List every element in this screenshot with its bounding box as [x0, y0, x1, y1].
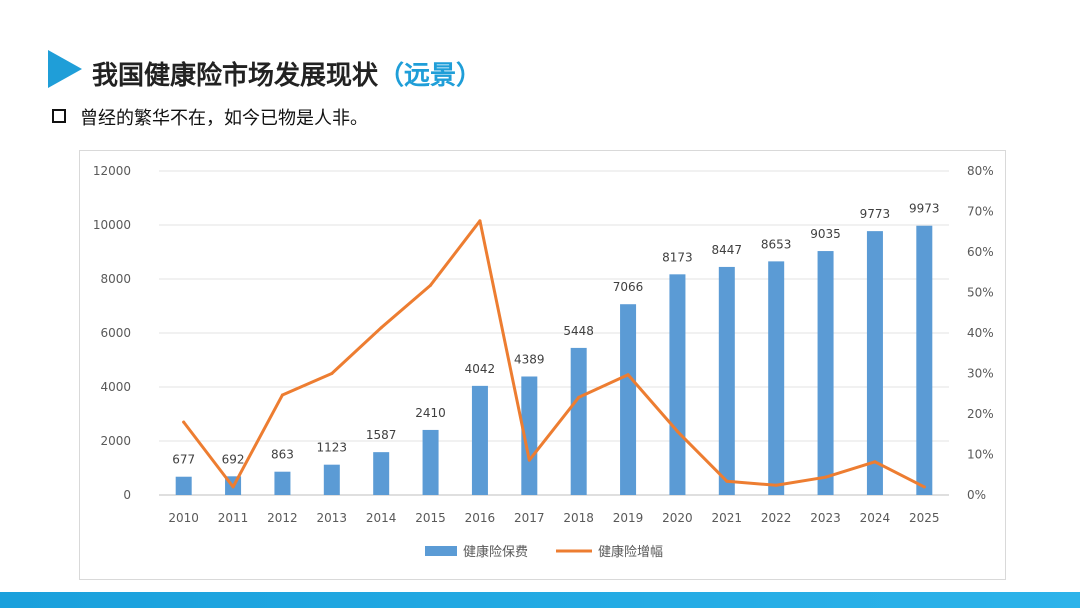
growth-point: [379, 326, 383, 330]
x-tick-label: 2025: [909, 511, 940, 525]
y-tick-label: 12000: [93, 164, 131, 178]
growth-point: [774, 483, 778, 487]
bar: [866, 231, 883, 495]
y2-tick-label: 60%: [967, 245, 994, 259]
y2-tick-label: 70%: [967, 205, 994, 219]
bar-value-label: 9035: [810, 227, 841, 241]
y-tick-label: 10000: [93, 218, 131, 232]
y-tick-label: 6000: [100, 326, 131, 340]
legend-label-bar: 健康险保费: [463, 544, 528, 560]
title-arrow-icon: [48, 50, 82, 88]
x-tick-label: 2017: [514, 511, 545, 525]
x-tick-label: 2014: [366, 511, 397, 525]
x-tick-label: 2015: [415, 511, 446, 525]
legend-swatch-bar: [425, 546, 457, 556]
y-tick-label: 2000: [100, 434, 131, 448]
growth-point: [626, 373, 630, 377]
combo-chart: 0 2000 4000 6000 8000 10000 12000 0% 10% 20% 30% 40…: [93, 164, 994, 560]
bar: [570, 347, 587, 495]
bottom-accent-bar: [0, 592, 1080, 608]
x-tick-label: 2018: [563, 511, 594, 525]
y2-tick-label: 20%: [967, 407, 994, 421]
page-title: 我国健康险市场发展现状（远景）: [92, 55, 482, 92]
bar: [175, 476, 192, 495]
x-tick-label: 2023: [810, 511, 841, 525]
growth-point: [527, 458, 531, 462]
growth-point: [675, 429, 679, 433]
growth-point: [577, 395, 581, 399]
title-main: 我国健康险市场发展现状: [92, 61, 379, 91]
growth-point: [824, 475, 828, 479]
x-tick-label: 2022: [761, 511, 792, 525]
bar-value-label: 7066: [613, 280, 644, 294]
y2-tick-label: 30%: [967, 367, 994, 381]
bar: [422, 429, 439, 495]
x-tick-label: 2012: [267, 511, 298, 525]
bar-value-label: 677: [172, 453, 195, 467]
chart-frame: 0 2000 4000 6000 8000 10000 12000 0% 10% 20% 30% 40…: [79, 150, 1006, 580]
y-tick-label: 0: [123, 488, 131, 502]
bar: [521, 376, 538, 495]
bar: [373, 452, 390, 495]
growth-point: [330, 372, 334, 375]
legend-label-line: 健康险增幅: [598, 544, 663, 560]
growth-point: [725, 479, 729, 483]
x-tick-label: 2024: [860, 511, 891, 525]
bar-value-label: 692: [222, 452, 245, 466]
bar-value-label: 1123: [317, 441, 348, 455]
bar: [817, 251, 834, 495]
x-tick-label: 2021: [712, 511, 743, 525]
title-highlight: （远景）: [378, 61, 483, 91]
bar: [620, 304, 637, 495]
x-tick-label: 2013: [317, 511, 348, 525]
y-tick-label: 8000: [100, 272, 131, 286]
growth-point: [478, 219, 482, 223]
bar-value-label: 4042: [465, 362, 496, 376]
y2-tick-label: 10%: [967, 448, 994, 462]
bar: [274, 471, 291, 495]
x-tick-label: 2019: [613, 511, 644, 525]
x-tick-label: 2010: [168, 511, 199, 525]
y2-tick-label: 40%: [967, 326, 994, 340]
growth-line: [182, 219, 926, 489]
x-tick-label: 2020: [662, 511, 693, 525]
growth-point: [922, 485, 926, 489]
x-tick-label: 2016: [465, 511, 496, 525]
subtitle: 曾经的繁华不在，如今已物是人非。: [80, 108, 368, 129]
bar-value-label: 8653: [761, 237, 792, 251]
growth-point: [280, 393, 284, 397]
bar-value-label: 5448: [563, 324, 594, 338]
bar: [916, 225, 933, 495]
y-tick-label: 4000: [100, 380, 131, 394]
bar-value-label: 9773: [860, 207, 891, 221]
bar: [323, 464, 340, 495]
bar: [768, 261, 785, 495]
bar: [669, 274, 686, 495]
bar-value-label: 8447: [712, 243, 743, 257]
y2-tick-label: 50%: [967, 286, 994, 300]
y2-tick-label: 0%: [967, 488, 986, 502]
bar: [718, 266, 735, 495]
bar-value-label: 863: [271, 448, 294, 462]
growth-point: [873, 460, 877, 464]
growth-point: [231, 485, 235, 489]
bar-value-label: 4389: [514, 352, 545, 366]
y2-tick-label: 80%: [967, 164, 994, 178]
bar-value-label: 8173: [662, 250, 693, 264]
growth-point: [429, 283, 433, 287]
bar-value-label: 2410: [415, 406, 446, 420]
bar: [471, 385, 488, 495]
bar-value-label: 9973: [909, 202, 940, 216]
x-tick-label: 2011: [218, 511, 249, 525]
bar-value-label: 1587: [366, 428, 397, 442]
growth-point: [182, 420, 186, 424]
bullet-square-icon: [52, 109, 66, 123]
